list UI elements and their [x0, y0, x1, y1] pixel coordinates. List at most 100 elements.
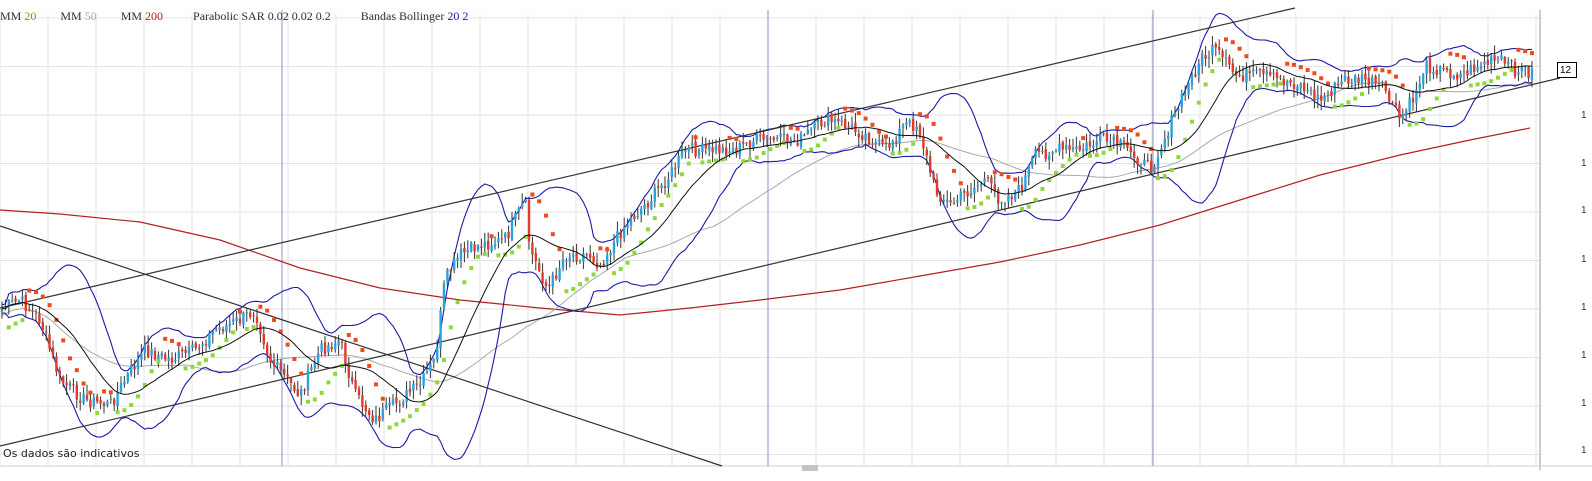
candle-body: [150, 348, 153, 356]
candle-body: [833, 119, 837, 123]
candle-body: [28, 309, 31, 311]
candle-body: [1027, 165, 1030, 178]
candle-body: [204, 343, 208, 346]
candle-body: [211, 331, 214, 336]
candle-body: [650, 201, 653, 210]
parabolic-sar-dot: [618, 266, 623, 271]
parabolic-sar-dot: [1428, 106, 1432, 111]
candle-body: [432, 359, 435, 363]
parabolic-sar-dot: [421, 401, 426, 406]
candle-body: [327, 345, 330, 353]
y-tick-8: 1: [1581, 445, 1587, 456]
candle-body: [130, 365, 133, 374]
legend-sar-param-1: 0.02: [267, 9, 289, 23]
candle-body: [657, 186, 660, 188]
candle-body: [765, 136, 769, 139]
candle-body: [201, 344, 204, 347]
parabolic-sar-dot: [1407, 122, 1412, 127]
candle-body: [555, 275, 558, 279]
candle-body: [136, 358, 140, 369]
candle-body: [1432, 71, 1435, 75]
legend-ma2-label: MM: [60, 9, 82, 23]
candle-body: [177, 351, 180, 359]
parabolic-sar-dot: [197, 361, 202, 366]
parabolic-sar-dot: [1448, 51, 1453, 56]
candle-body: [748, 141, 752, 149]
parabolic-sar-dot: [686, 161, 691, 166]
parabolic-sar-dot: [931, 121, 936, 126]
candle-body: [1238, 74, 1241, 76]
candle-body: [636, 216, 639, 218]
candle-body: [102, 403, 106, 407]
candle-body: [857, 133, 860, 138]
candle-body: [1282, 78, 1285, 86]
parabolic-sar-dot: [238, 309, 242, 314]
candle-body: [1211, 44, 1214, 56]
legend-ma3-label: MM: [120, 9, 143, 23]
candle-body: [473, 244, 476, 252]
candle-body: [1184, 94, 1187, 96]
parabolic-sar-dot: [333, 371, 338, 376]
candle-body: [915, 126, 918, 131]
candle-body: [1262, 68, 1265, 74]
candle-body: [1122, 140, 1126, 143]
candle-body: [221, 328, 225, 332]
parabolic-sar-dot: [1421, 117, 1426, 122]
parabolic-sar-dot: [1523, 49, 1528, 54]
parabolic-sar-dot: [850, 108, 854, 113]
candle-body: [1296, 86, 1299, 91]
parabolic-sar-dot: [612, 271, 616, 276]
candle-body: [1085, 142, 1088, 151]
resize-handle-icon[interactable]: [800, 465, 820, 471]
parabolic-sar-dot: [625, 260, 630, 265]
candle-body: [330, 347, 333, 350]
parabolic-sar-dot: [47, 303, 52, 308]
parabolic-sar-dot: [1441, 87, 1446, 92]
parabolic-sar-dot: [469, 266, 474, 271]
candle-body: [1337, 83, 1340, 86]
candle-body: [521, 202, 524, 207]
candle-body: [745, 143, 748, 145]
candle-body: [738, 143, 741, 156]
parabolic-sar-dot: [897, 150, 902, 155]
parabolic-sar-dot: [95, 411, 100, 416]
candle-body: [1476, 67, 1479, 71]
bollinger-upper-band: [1, 12, 1532, 376]
candle-body: [997, 189, 1000, 204]
moving-average-50-path: [1, 82, 1533, 383]
candle-body: [1272, 72, 1275, 74]
candle-body: [1180, 93, 1183, 108]
candle-body: [861, 135, 864, 140]
candle-body: [881, 138, 884, 145]
y-tick-4: 1: [1581, 254, 1587, 265]
parabolic-sar-dot: [428, 392, 433, 397]
candle-body: [901, 125, 905, 129]
candle-body: [45, 331, 48, 333]
candle-body: [1466, 70, 1469, 76]
candle-body: [606, 255, 609, 265]
candle-body: [1384, 81, 1387, 91]
candle-body: [653, 187, 656, 202]
candle-body: [276, 361, 279, 366]
parabolic-sar-dot: [544, 213, 548, 218]
parabolic-sar-dot: [1224, 37, 1228, 42]
candle-body: [942, 200, 945, 202]
candle-body: [1207, 56, 1211, 59]
candle-body: [697, 150, 701, 156]
candle-body: [1326, 93, 1330, 95]
candle-body: [759, 134, 762, 136]
parabolic-sar-dot: [632, 250, 637, 255]
parabolic-sar-dot: [367, 363, 372, 368]
parabolic-sar-dot: [802, 149, 807, 154]
candle-body: [79, 400, 82, 403]
candle-body: [1374, 76, 1377, 84]
parabolic-sar-dot: [115, 410, 120, 415]
candle-body: [374, 415, 378, 423]
candle-body: [874, 141, 877, 144]
candle-body: [1350, 82, 1353, 84]
parabolic-sar-dot: [1387, 69, 1392, 74]
parabolic-sar-dot: [1326, 81, 1330, 86]
candle-body: [187, 346, 191, 355]
candle-body: [1299, 83, 1302, 89]
